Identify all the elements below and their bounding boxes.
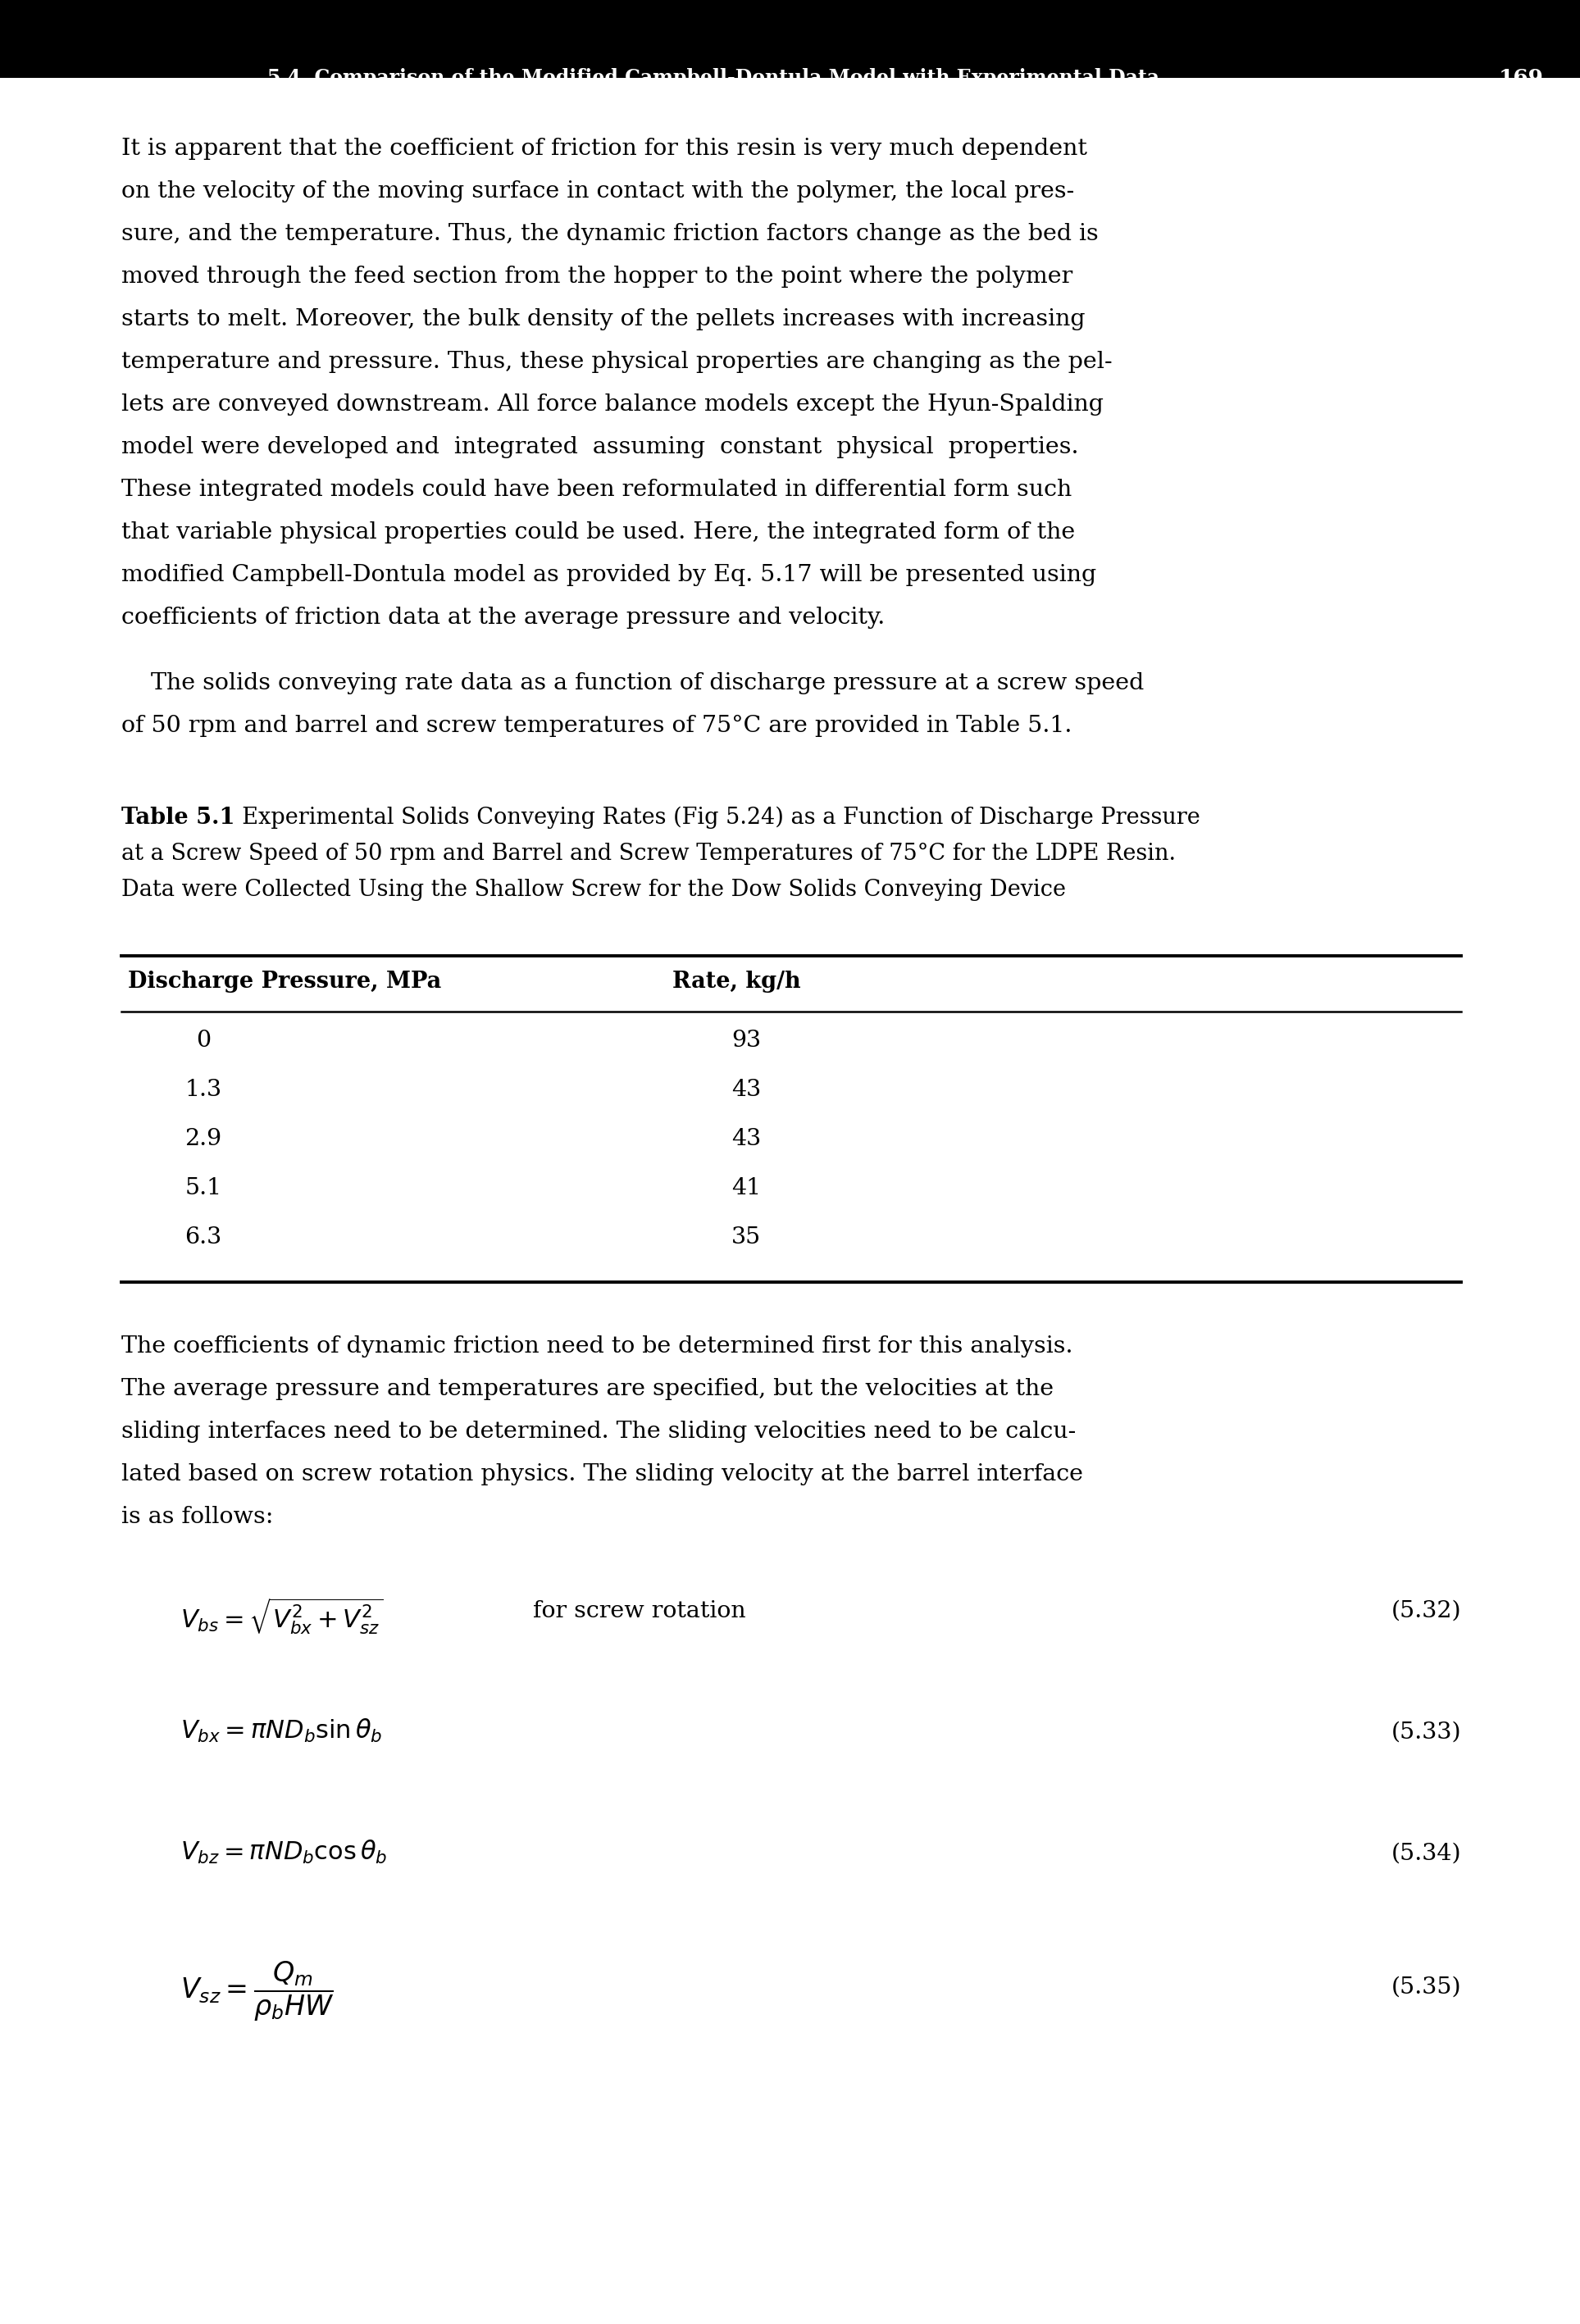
Text: coefficients of friction data at the average pressure and velocity.: coefficients of friction data at the ave…: [122, 607, 885, 630]
Text: model were developed and  integrated  assuming  constant  physical  properties.: model were developed and integrated assu…: [122, 437, 1079, 458]
Text: 93: 93: [732, 1030, 762, 1053]
Text: Discharge Pressure, MPa: Discharge Pressure, MPa: [128, 971, 441, 992]
Text: for screw rotation: for screw rotation: [532, 1601, 746, 1622]
Text: 6.3: 6.3: [185, 1227, 221, 1248]
Text: modified Campbell-Dontula model as provided by Eq. 5.17 will be presented using: modified Campbell-Dontula model as provi…: [122, 565, 1097, 586]
Text: on the velocity of the moving surface in contact with the polymer, the local pre: on the velocity of the moving surface in…: [122, 181, 1074, 202]
Text: 35: 35: [732, 1227, 762, 1248]
Text: $V_{bz} = \pi N D_b \cos\theta_b$: $V_{bz} = \pi N D_b \cos\theta_b$: [180, 1838, 387, 1866]
Text: that variable physical properties could be used. Here, the integrated form of th: that variable physical properties could …: [122, 521, 1074, 544]
Text: at a Screw Speed of 50 rpm and Barrel and Screw Temperatures of 75°C for the LDP: at a Screw Speed of 50 rpm and Barrel an…: [122, 844, 1176, 865]
Text: Experimental Solids Conveying Rates (Fig 5.24) as a Function of Discharge Pressu: Experimental Solids Conveying Rates (Fig…: [228, 806, 1201, 830]
Text: sure, and the temperature. Thus, the dynamic friction factors change as the bed : sure, and the temperature. Thus, the dyn…: [122, 223, 1098, 244]
Text: 43: 43: [732, 1078, 762, 1102]
Text: These integrated models could have been reformulated in differential form such: These integrated models could have been …: [122, 479, 1071, 502]
Text: 1.3: 1.3: [185, 1078, 221, 1102]
Text: $V_{bs} = \sqrt{V_{bx}^2 + V_{sz}^2}$: $V_{bs} = \sqrt{V_{bx}^2 + V_{sz}^2}$: [180, 1597, 384, 1636]
Text: Rate, kg/h: Rate, kg/h: [673, 971, 801, 992]
Text: lated based on screw rotation physics. The sliding velocity at the barrel interf: lated based on screw rotation physics. T…: [122, 1464, 1084, 1485]
Text: (5.32): (5.32): [1390, 1601, 1462, 1622]
Text: 5.4  Comparison of the Modified Campbell-Dontula Model with Experimental Data: 5.4 Comparison of the Modified Campbell-…: [267, 67, 1160, 88]
Text: 0: 0: [196, 1030, 210, 1053]
Text: 41: 41: [732, 1178, 762, 1199]
Text: The average pressure and temperatures are specified, but the velocities at the: The average pressure and temperatures ar…: [122, 1378, 1054, 1399]
Text: starts to melt. Moreover, the bulk density of the pellets increases with increas: starts to melt. Moreover, the bulk densi…: [122, 309, 1085, 330]
Text: 169: 169: [1498, 67, 1544, 88]
Text: It is apparent that the coefficient of friction for this resin is very much depe: It is apparent that the coefficient of f…: [122, 137, 1087, 160]
Text: is as follows:: is as follows:: [122, 1506, 273, 1527]
Text: 5.1: 5.1: [185, 1178, 221, 1199]
Text: 43: 43: [732, 1127, 762, 1150]
Text: (5.34): (5.34): [1390, 1843, 1462, 1864]
Text: The solids conveying rate data as a function of discharge pressure at a screw sp: The solids conveying rate data as a func…: [122, 672, 1144, 695]
Text: $V_{sz} = \dfrac{Q_m}{\rho_b H W}$: $V_{sz} = \dfrac{Q_m}{\rho_b H W}$: [180, 1959, 333, 2024]
Text: moved through the feed section from the hopper to the point where the polymer: moved through the feed section from the …: [122, 265, 1073, 288]
Text: temperature and pressure. Thus, these physical properties are changing as the pe: temperature and pressure. Thus, these ph…: [122, 351, 1112, 372]
Bar: [0, 0, 1580, 79]
Text: Data were Collected Using the Shallow Screw for the Dow Solids Conveying Device: Data were Collected Using the Shallow Sc…: [122, 878, 1066, 902]
Text: lets are conveyed downstream. All force balance models except the Hyun-Spalding: lets are conveyed downstream. All force …: [122, 393, 1103, 416]
Text: The coefficients of dynamic friction need to be determined first for this analys: The coefficients of dynamic friction nee…: [122, 1336, 1073, 1357]
Text: 2.9: 2.9: [185, 1127, 221, 1150]
Text: Table 5.1: Table 5.1: [122, 806, 235, 830]
Text: sliding interfaces need to be determined. The sliding velocities need to be calc: sliding interfaces need to be determined…: [122, 1420, 1076, 1443]
Text: (5.33): (5.33): [1390, 1722, 1462, 1743]
Text: $V_{bx} = \pi N D_b \sin\theta_b$: $V_{bx} = \pi N D_b \sin\theta_b$: [180, 1717, 382, 1745]
Text: of 50 rpm and barrel and screw temperatures of 75°C are provided in Table 5.1.: of 50 rpm and barrel and screw temperatu…: [122, 716, 1071, 737]
Text: (5.35): (5.35): [1390, 1975, 1462, 1999]
